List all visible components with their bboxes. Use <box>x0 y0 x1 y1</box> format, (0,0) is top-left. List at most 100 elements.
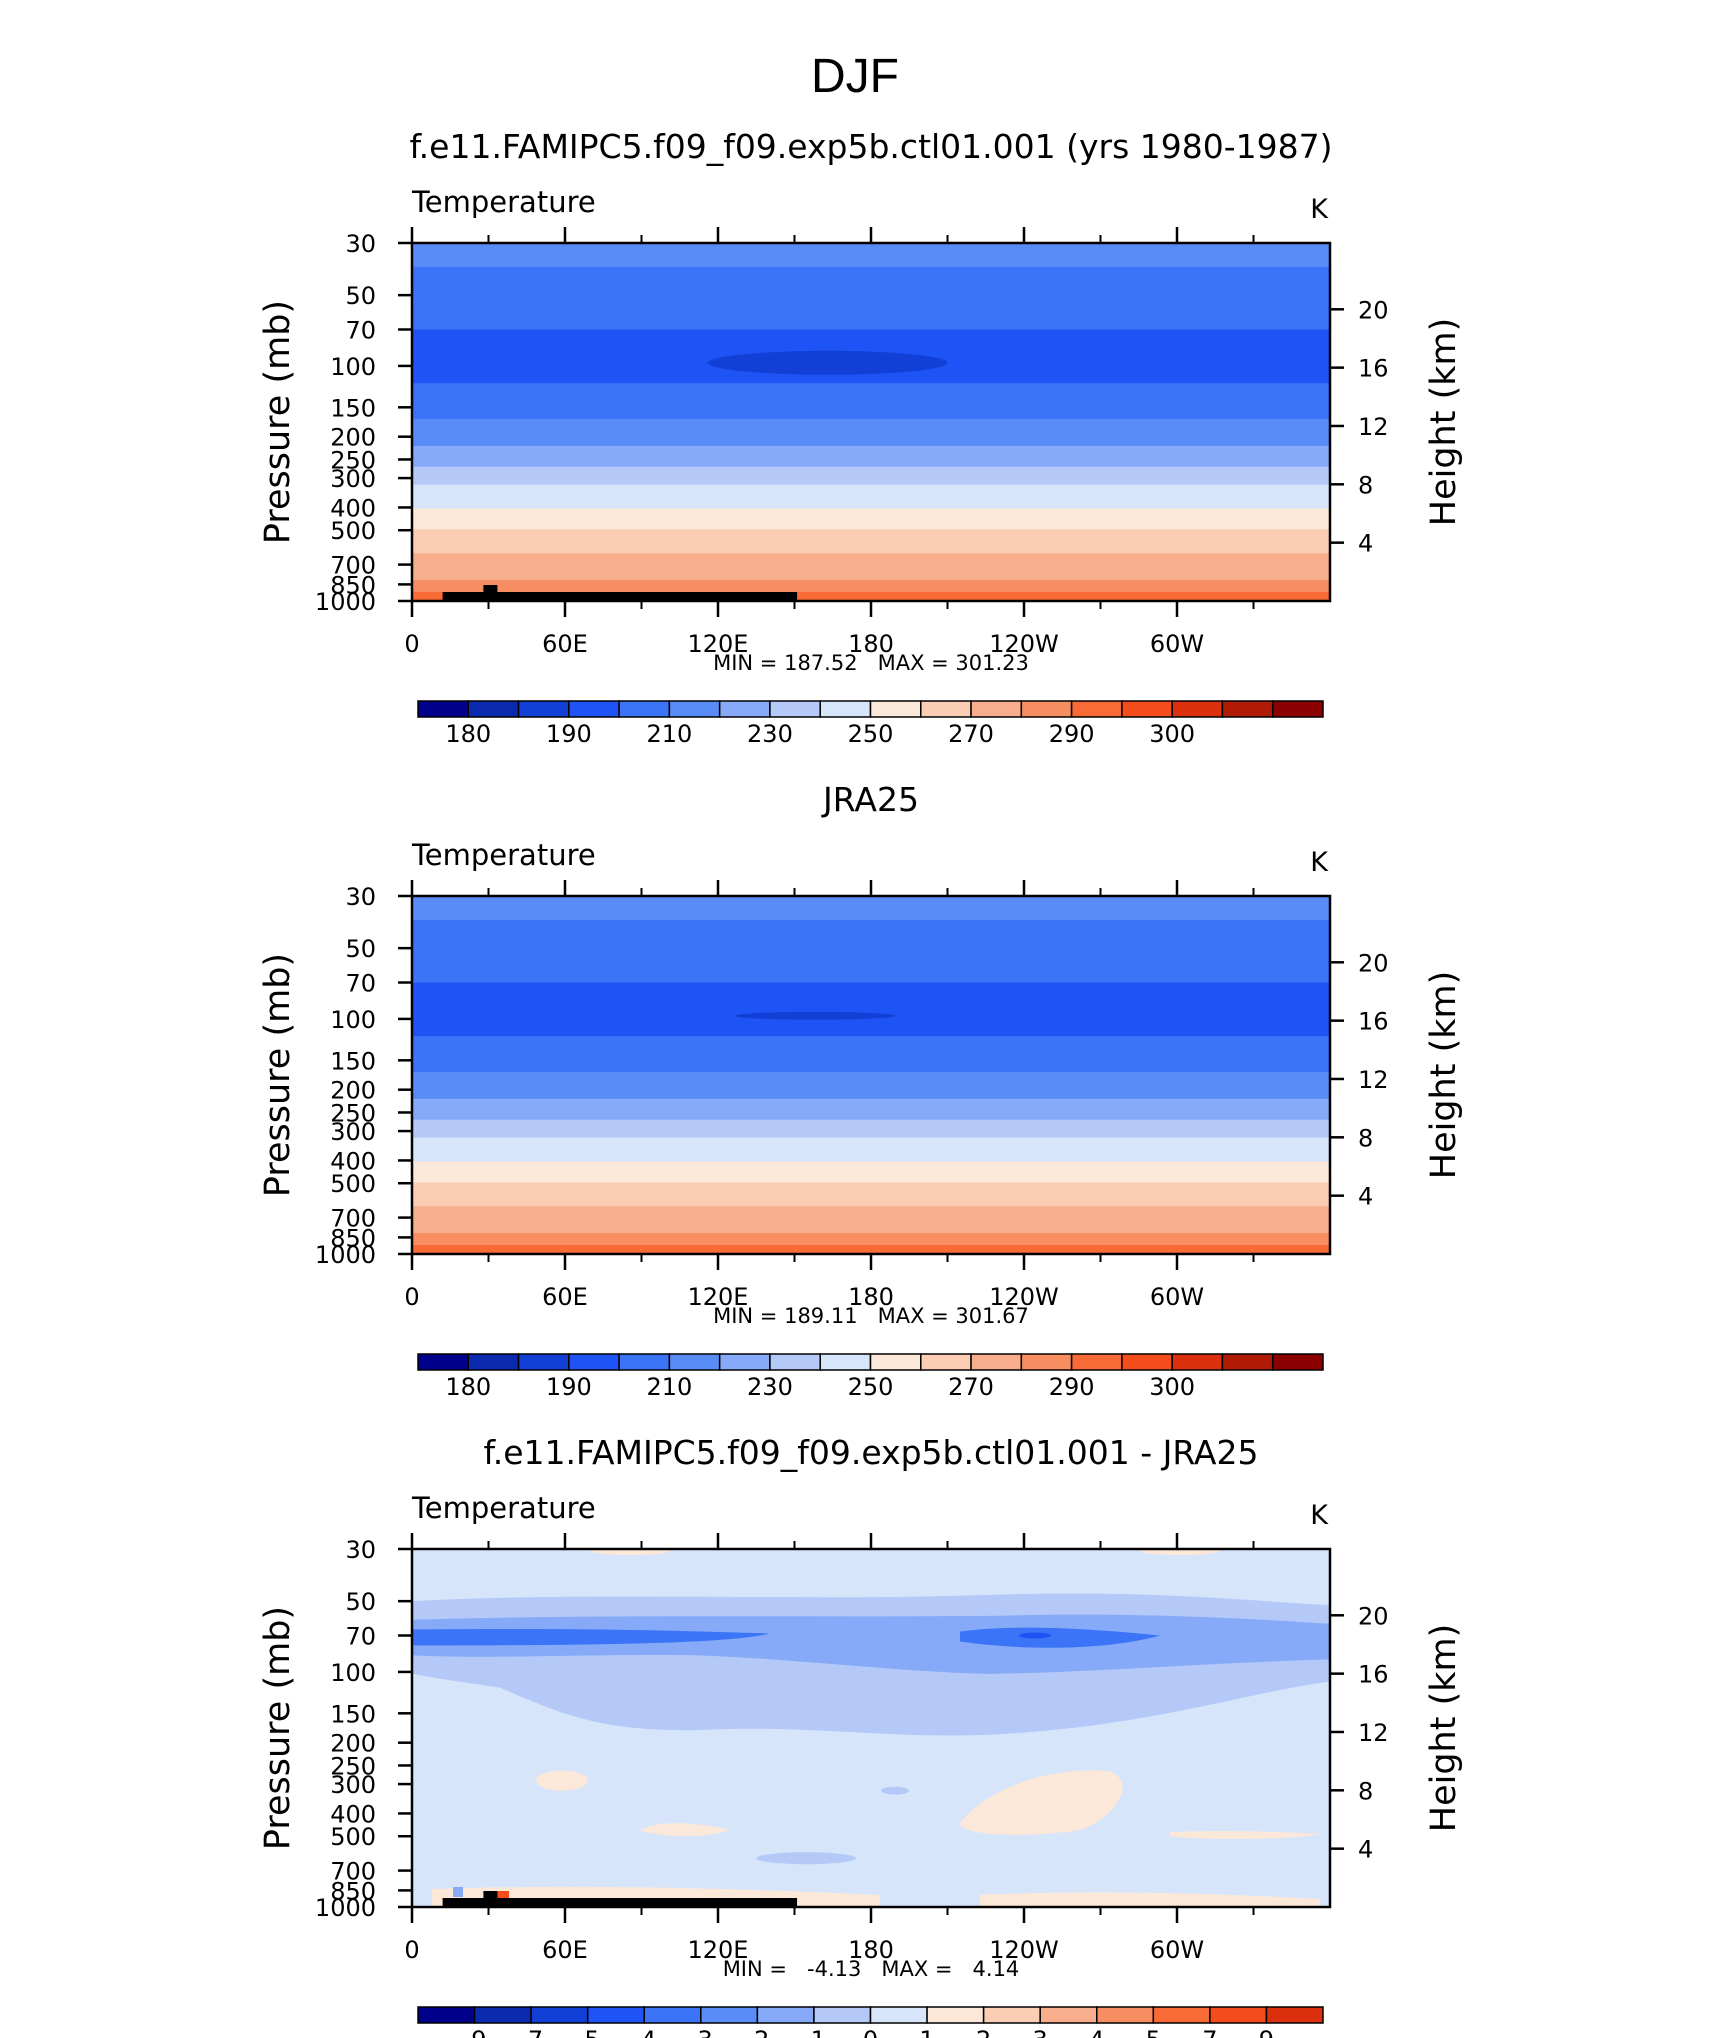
contour-band <box>412 1006 1330 1011</box>
colorbar-label: 210 <box>646 1373 692 1401</box>
contour-band <box>412 1212 1330 1217</box>
chart-panel-1: f.e11.FAMIPC5.f09_f09.exp5b.ctl01.001 (y… <box>258 127 1464 748</box>
contour-band <box>412 248 1330 253</box>
contour-band <box>412 589 1330 593</box>
contour-field <box>412 896 1330 1254</box>
contour-band <box>412 973 1330 978</box>
contour-band <box>412 1101 1330 1106</box>
contour-band <box>412 416 1330 420</box>
y-right-tick-label: 12 <box>1358 1719 1389 1747</box>
contour-band <box>412 454 1330 459</box>
contour-band <box>412 529 1330 534</box>
contour-band <box>412 985 1330 990</box>
contour-band <box>412 445 1330 450</box>
contour-band <box>412 257 1330 262</box>
x-tick-label: 0 <box>404 1936 419 1964</box>
y-tick-label: 700 <box>330 1858 376 1886</box>
contour-band <box>412 1143 1330 1148</box>
y-right-tick-label: 12 <box>1358 413 1389 441</box>
page-title: DJF <box>811 50 899 103</box>
contour-band <box>412 937 1330 942</box>
x-tick-label: 120W <box>989 630 1059 658</box>
min-max-stats: MIN = 189.11 MAX = 301.67 <box>713 1304 1029 1328</box>
contour-band <box>412 377 1330 382</box>
contour-band <box>412 580 1330 584</box>
contour-band <box>412 1176 1330 1181</box>
colorbar-swatch <box>1020 700 1073 718</box>
contour-band <box>412 392 1330 396</box>
y-right-tick-label: 8 <box>1358 1124 1373 1152</box>
y-tick-label: 150 <box>330 1047 376 1075</box>
chart-panel-3: f.e11.FAMIPC5.f09_f09.exp5b.ctl01.001 - … <box>258 1433 1464 2038</box>
units-label: K <box>1310 1500 1329 1531</box>
topography-mask <box>483 1891 498 1907</box>
colorbar-swatch <box>1070 1353 1123 1371</box>
contour-band <box>412 386 1330 390</box>
contour-band <box>412 1158 1330 1163</box>
contour-band <box>412 311 1330 316</box>
y-tick-label: 250 <box>330 446 376 474</box>
y-tick-label: 100 <box>330 353 376 381</box>
contour-band <box>412 1110 1330 1115</box>
x-tick-label: 180 <box>848 630 894 658</box>
contour-band <box>412 424 1330 429</box>
contour-band <box>412 955 1330 960</box>
contour-band <box>412 1140 1330 1145</box>
contour-band <box>1019 1632 1051 1639</box>
contour-band <box>412 1003 1330 1008</box>
contour-band <box>412 1182 1330 1187</box>
contour-band <box>412 910 1330 915</box>
contour-band <box>412 433 1330 438</box>
colorbar-label: -2 <box>745 2026 769 2038</box>
colorbar-swatch <box>586 2006 645 2024</box>
contour-band <box>412 1107 1330 1112</box>
contour-band <box>412 1021 1330 1026</box>
y-right-tick-label: 4 <box>1358 1836 1373 1864</box>
y-tick-label: 50 <box>345 935 376 963</box>
panel-variable-label: Temperature <box>411 838 596 872</box>
y-right-tick-label: 8 <box>1358 1777 1373 1805</box>
contour-band <box>412 326 1330 331</box>
contour-band <box>412 571 1330 575</box>
contour-band <box>412 332 1330 337</box>
contour-band <box>412 505 1330 510</box>
colorbar-label: 190 <box>546 1373 592 1401</box>
colorbar-swatch <box>756 2006 815 2024</box>
contour-field <box>412 1549 1330 1907</box>
contour-band <box>412 898 1330 903</box>
colorbar-swatch <box>1171 1353 1224 1371</box>
contour-band <box>412 419 1330 423</box>
contour-band <box>412 323 1330 328</box>
contour-band <box>412 1233 1330 1237</box>
topography-mask <box>695 592 798 601</box>
contour-band <box>412 1000 1330 1005</box>
contour-band <box>412 931 1330 936</box>
contour-band <box>412 317 1330 322</box>
contour-band <box>412 272 1330 277</box>
contour-band <box>412 1080 1330 1085</box>
contour-band <box>412 574 1330 578</box>
contour-band <box>412 1018 1330 1023</box>
contour-band <box>412 329 1330 334</box>
contour-band <box>412 1230 1330 1234</box>
contour-band <box>412 305 1330 310</box>
y-right-axis-label: Height (km) <box>1424 971 1464 1180</box>
contour-band <box>412 559 1330 564</box>
warm-anomaly <box>960 1770 1123 1835</box>
contour-band <box>412 302 1330 307</box>
contour-band <box>412 460 1330 465</box>
contour-band <box>412 526 1330 531</box>
colorbar-label: 2 <box>976 2026 991 2038</box>
contour-band <box>412 949 1330 954</box>
colorbar-swatch <box>1221 1353 1274 1371</box>
panel-title: f.e11.FAMIPC5.f09_f09.exp5b.ctl01.001 (y… <box>409 127 1332 166</box>
contour-band <box>412 514 1330 519</box>
contour-band <box>412 1116 1330 1121</box>
y-right-tick-label: 16 <box>1358 1008 1389 1036</box>
y-right-axis-label: Height (km) <box>1424 318 1464 527</box>
contour-band <box>412 970 1330 975</box>
colorbar-label: 290 <box>1049 1373 1095 1401</box>
colorbar-label: 300 <box>1149 1373 1195 1401</box>
colorbar-label: -1 <box>802 2026 826 2038</box>
contour-band <box>412 538 1330 543</box>
